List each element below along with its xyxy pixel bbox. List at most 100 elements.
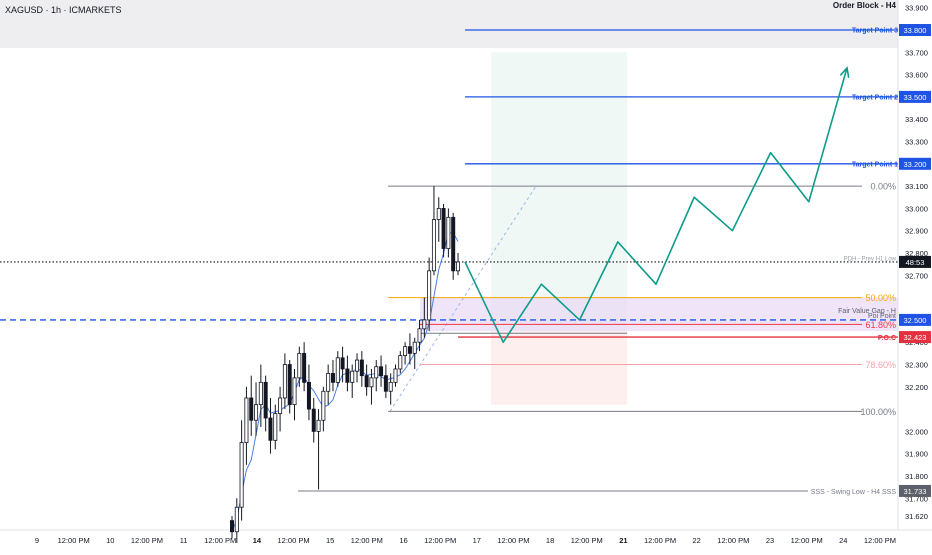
y-tick-label: 33.300 [905, 138, 928, 147]
candle-body[interactable] [383, 375, 388, 392]
candle-body[interactable] [350, 370, 355, 383]
candle-body[interactable] [451, 216, 456, 272]
x-tick-label: 14 [253, 536, 262, 545]
candle-body[interactable] [273, 413, 278, 441]
target-label: Target Point 2 [852, 94, 898, 101]
candle-body[interactable] [302, 352, 307, 383]
candle-body[interactable] [403, 346, 408, 356]
candle-body[interactable] [297, 352, 302, 379]
swing-low-price-tag: 31.733 [904, 487, 927, 496]
candle-body[interactable] [229, 520, 234, 533]
candle-body[interactable] [441, 207, 446, 249]
x-tick-label: 9 [35, 536, 39, 545]
candle-body[interactable] [258, 381, 263, 406]
candle-body[interactable] [364, 375, 369, 388]
candle-body[interactable] [306, 381, 311, 410]
x-tick-label: 12:00 PM [204, 536, 236, 545]
symbol-label: XAGUSD · 1h · ICMARKETS [5, 5, 122, 15]
x-tick-label: 12:00 PM [791, 536, 823, 545]
poc-price-tag-bg [899, 331, 931, 344]
target-price-tag: 33.800 [904, 26, 927, 35]
candle-body[interactable] [244, 397, 249, 443]
target-price-tag: 33.200 [904, 160, 927, 169]
y-tick-label: 31.700 [905, 494, 928, 503]
risk-zone [491, 331, 627, 405]
x-tick-label: 16 [399, 536, 407, 545]
candle-body[interactable] [455, 261, 460, 272]
fvg-label: Fair Value Gap - H [838, 308, 896, 315]
candle-body[interactable] [436, 207, 441, 220]
swing-low-price-tag-bg [899, 484, 931, 497]
candle-body[interactable] [355, 359, 360, 372]
candle-body[interactable] [369, 377, 374, 388]
candle-body[interactable] [359, 359, 364, 377]
x-tick-label: 12:00 PM [497, 536, 529, 545]
y-tick-label: 33.400 [905, 115, 928, 124]
x-tick-label: 12:00 PM [571, 536, 603, 545]
candle-body[interactable] [254, 404, 259, 421]
level-price-tag-bg [899, 313, 931, 326]
candle-body[interactable] [282, 364, 287, 399]
order-block-zone [0, 0, 898, 48]
fib-label: 50.00% [865, 293, 896, 303]
poc-price-tag: 32.423 [904, 333, 927, 342]
x-tick-label: 12:00 PM [58, 536, 90, 545]
order-block-label: Order Block - H4 [833, 1, 897, 10]
target-price-tag-bg [899, 157, 931, 170]
x-tick-label: 12:00 PM [351, 536, 383, 545]
candle-body[interactable] [446, 216, 451, 249]
y-tick-label: 31.900 [905, 450, 928, 459]
candle-body[interactable] [345, 368, 350, 383]
x-tick-label: 12:00 PM [131, 536, 163, 545]
y-tick-label: 32.200 [905, 383, 928, 392]
candle-body[interactable] [287, 364, 292, 406]
candle-body[interactable] [292, 377, 297, 406]
x-tick-label: 12:00 PM [717, 536, 749, 545]
x-tick-label: 12:00 PM [644, 536, 676, 545]
candle-body[interactable] [234, 506, 239, 533]
trend-dashed-line [389, 185, 537, 412]
target-label: Target Point 1 [852, 161, 898, 168]
candle-body[interactable] [374, 366, 379, 379]
y-tick-label: 32.300 [905, 361, 928, 370]
candle-body[interactable] [422, 319, 427, 330]
candle-body[interactable] [316, 419, 321, 432]
candle-body[interactable] [278, 397, 283, 414]
y-tick-label: 33.600 [905, 71, 928, 80]
x-tick-label: 12:00 PM [864, 536, 896, 545]
candle-body[interactable] [263, 381, 268, 419]
current-price-tag-bg [899, 255, 931, 268]
candle-body[interactable] [407, 346, 412, 354]
candle-body[interactable] [239, 442, 244, 508]
candle-body[interactable] [340, 357, 345, 370]
candle-body[interactable] [417, 328, 422, 343]
candle-body[interactable] [431, 219, 436, 272]
y-tick-label: 33.000 [905, 204, 928, 213]
level-price-tag: 32.500 [904, 316, 927, 325]
y-tick-label: 33.100 [905, 182, 928, 191]
poi-label: Poi Point [868, 313, 896, 320]
x-tick-label: 15 [326, 536, 334, 545]
candle-body[interactable] [388, 381, 393, 392]
projected-path [464, 67, 848, 344]
candle-body[interactable] [268, 417, 273, 441]
target-price-tag: 33.500 [904, 93, 927, 102]
candle-body[interactable] [379, 366, 384, 377]
fib-label: 78.60% [865, 360, 896, 370]
candle-body[interactable] [427, 270, 432, 321]
y-tick-label: 33.900 [905, 4, 928, 13]
y-tick-label: 32.000 [905, 427, 928, 436]
candle-body[interactable] [249, 397, 254, 421]
candle-body[interactable] [321, 390, 326, 421]
candle-body[interactable] [311, 408, 316, 432]
candle-body[interactable] [330, 373, 335, 383]
candle-body[interactable] [393, 368, 398, 383]
candle-body[interactable] [326, 373, 331, 392]
y-tick-label: 32.700 [905, 271, 928, 280]
candle-body[interactable] [335, 357, 340, 383]
candle-body[interactable] [412, 341, 417, 354]
candle-body[interactable] [398, 355, 403, 370]
x-tick-label: 24 [839, 536, 847, 545]
